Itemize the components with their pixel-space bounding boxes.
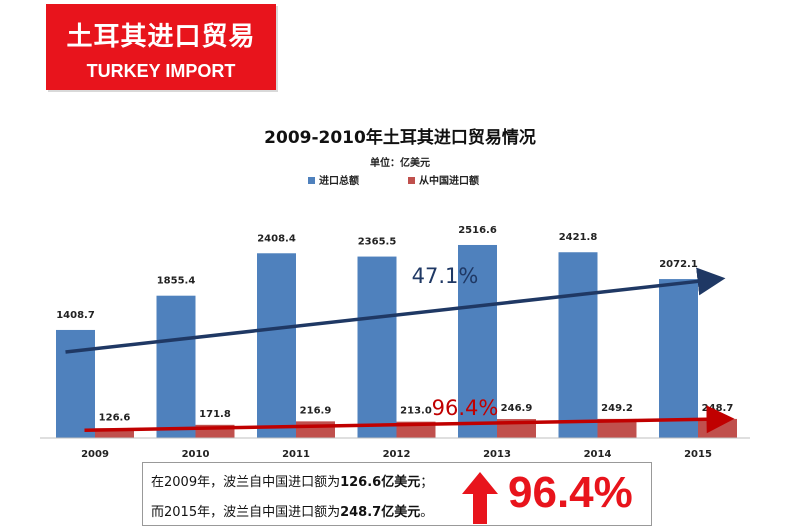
chart-title: 2009-2010年土耳其进口贸易情况 xyxy=(264,127,536,148)
data-label: 248.7 xyxy=(702,403,734,414)
data-label: 2421.8 xyxy=(559,232,598,243)
x-tick-label: 2014 xyxy=(584,449,612,460)
note-text: ； xyxy=(420,475,434,490)
data-label: 171.8 xyxy=(199,409,231,420)
data-label: 2072.1 xyxy=(659,259,698,270)
x-tick-label: 2011 xyxy=(282,449,310,460)
x-tick-label: 2015 xyxy=(684,449,712,460)
bar-china-2015 xyxy=(698,418,737,438)
note-text: 在2009年，波兰自中国进口额为 xyxy=(151,475,341,490)
page-title: 土耳其进口贸易 xyxy=(66,22,256,52)
x-tick-label: 2009 xyxy=(81,449,109,460)
bar-total-2012 xyxy=(357,256,397,438)
note-line-2015: 而2015年，波兰自中国进口额为248.7亿美元。 xyxy=(151,501,433,520)
data-label: 2516.6 xyxy=(458,225,497,236)
growth-annotation-china: 96.4% xyxy=(432,396,499,420)
note-line-2009: 在2009年，波兰自中国进口额为126.6亿美元； xyxy=(151,471,433,490)
trend-arrow-china xyxy=(84,405,735,434)
data-label: 249.2 xyxy=(601,403,633,414)
up-arrow-icon xyxy=(462,472,498,524)
data-label: 126.6 xyxy=(99,412,131,423)
data-label: 216.9 xyxy=(300,405,332,416)
bar-total-2011 xyxy=(257,253,296,438)
legend-swatch xyxy=(308,177,315,184)
bar-total-2015 xyxy=(659,279,698,438)
data-label: 213.0 xyxy=(400,406,432,417)
data-label: 246.9 xyxy=(501,403,533,414)
bar-china-2011 xyxy=(296,421,335,438)
data-label: 2408.4 xyxy=(257,233,296,244)
x-tick-label: 2013 xyxy=(483,449,511,460)
note-value: 248.7亿美元 xyxy=(340,505,421,520)
growth-highlight: 96.4% xyxy=(508,468,633,517)
page-subtitle: TURKEY IMPORT xyxy=(86,61,236,81)
legend-swatch xyxy=(408,177,415,184)
note-text: 而2015年，波兰自中国进口额为 xyxy=(151,505,341,520)
bar-total-2009 xyxy=(56,329,95,438)
data-label: 1408.7 xyxy=(56,310,95,321)
x-tick-label: 2010 xyxy=(182,449,210,460)
legend-label: 从中国进口额 xyxy=(419,174,479,187)
bar-china-2009 xyxy=(95,428,134,438)
bar-china-2014 xyxy=(597,418,637,438)
data-label: 2365.5 xyxy=(358,237,397,248)
bar-total-2013 xyxy=(458,244,497,438)
legend-label: 进口总额 xyxy=(319,174,359,187)
note-value: 126.6亿美元 xyxy=(340,475,421,490)
data-label: 1855.4 xyxy=(157,276,196,287)
title-banner: 土耳其进口贸易 TURKEY IMPORT xyxy=(46,4,276,90)
note-text: 。 xyxy=(420,505,434,520)
growth-annotation-total: 47.1% xyxy=(412,264,479,288)
bar-total-2014 xyxy=(558,252,598,438)
x-tick-label: 2012 xyxy=(383,449,411,460)
note-box: 在2009年，波兰自中国进口额为126.6亿美元； 而2015年，波兰自中国进口… xyxy=(142,462,652,526)
trend-arrow-total xyxy=(65,267,726,354)
bar-total-2010 xyxy=(156,295,196,438)
chart-subtitle: 单位：亿美元 xyxy=(370,156,430,169)
